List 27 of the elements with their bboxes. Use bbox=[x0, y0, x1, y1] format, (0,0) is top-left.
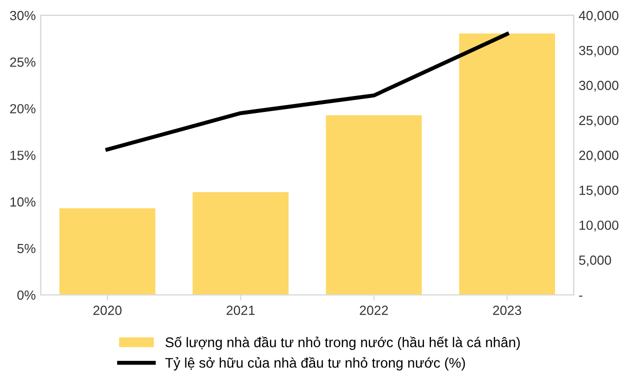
x-tick-label: 2020 bbox=[93, 306, 122, 316]
legend-label: Tỷ lệ sở hữu của nhà đầu tư nhỏ trong nước (%) bbox=[165, 356, 465, 370]
y-tick-label: 25% bbox=[10, 57, 36, 67]
x-tick-label: 2021 bbox=[226, 306, 255, 316]
y-tick-label: 15% bbox=[10, 150, 36, 160]
y-tick-label: 30% bbox=[10, 10, 36, 20]
legend-label: Số lượng nhà đầu tư nhỏ trong nước (hầu hết là cá nhân) bbox=[166, 336, 520, 350]
y-tick-label: 0% bbox=[17, 290, 36, 300]
y2-tick-label: 5,000 bbox=[579, 256, 612, 266]
y2-tick-label: 40,000 bbox=[578, 10, 618, 22]
bar bbox=[59, 208, 156, 295]
y-tick-label: 20% bbox=[10, 104, 36, 114]
x-tick-label: 2022 bbox=[360, 306, 388, 316]
bar bbox=[326, 115, 422, 295]
x-tick-label: 2023 bbox=[493, 306, 522, 316]
y2-tick-label: 15,000 bbox=[580, 186, 618, 197]
y2-tick-label: - bbox=[579, 296, 582, 297]
bar bbox=[459, 33, 556, 295]
bar bbox=[192, 192, 289, 295]
line-series bbox=[105, 32, 510, 152]
y2-tick-label: 25,000 bbox=[579, 116, 618, 127]
y2-tick-label: 35,000 bbox=[579, 46, 618, 57]
y-tick-label: 10% bbox=[10, 197, 36, 207]
y-tick-label: 5% bbox=[17, 244, 36, 254]
y2-tick-label: 10,000 bbox=[580, 220, 618, 232]
y2-tick-label: 30,000 bbox=[579, 80, 618, 92]
y2-tick-label: 20,000 bbox=[579, 150, 618, 162]
